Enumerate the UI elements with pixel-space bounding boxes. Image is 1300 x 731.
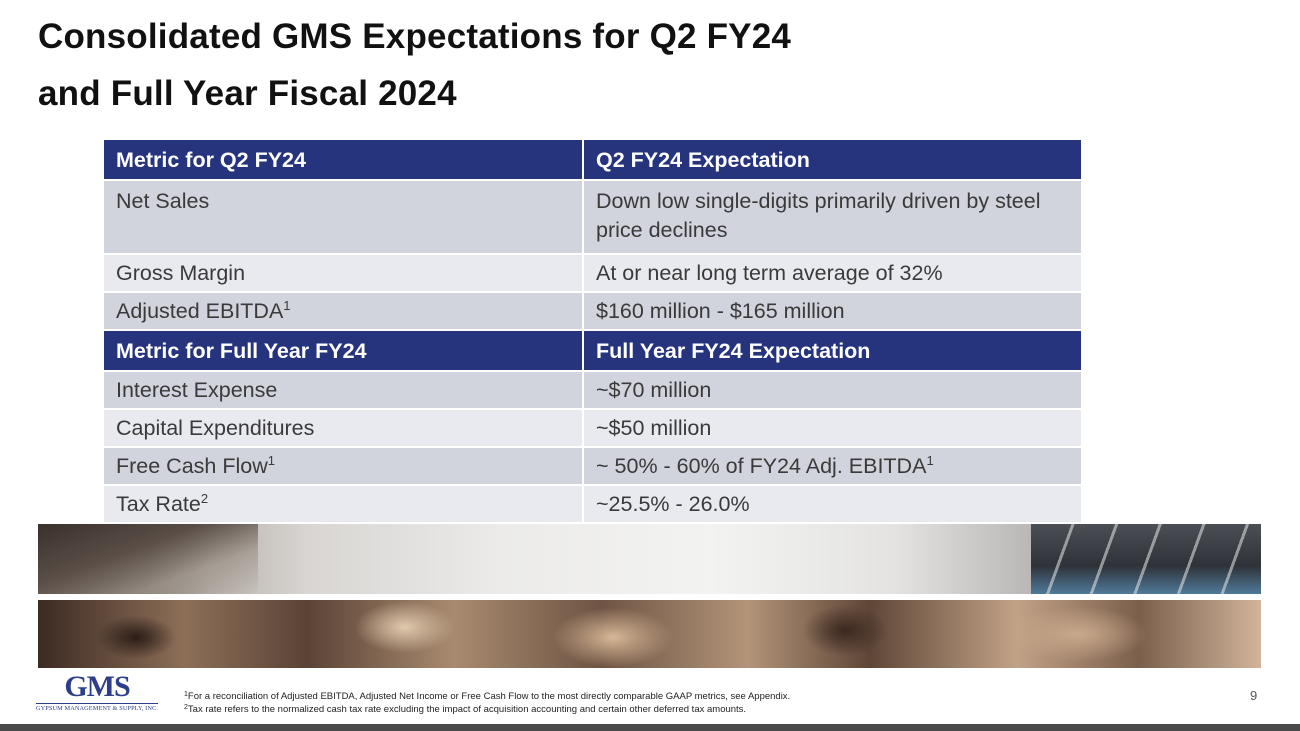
- footnote-2: 2Tax rate refers to the normalized cash …: [184, 703, 790, 716]
- slide-title: Consolidated GMS Expectations for Q2 FY2…: [38, 8, 791, 122]
- footnote-marker: 1: [926, 452, 934, 468]
- table-row: Free Cash Flow1 ~ 50% - 60% of FY24 Adj.…: [104, 448, 1081, 484]
- slide-title-line-2: and Full Year Fiscal 2024: [38, 74, 457, 113]
- bottom-bar: [0, 724, 1300, 731]
- metric-cell: Adjusted EBITDA1: [104, 293, 582, 329]
- metric-label: Tax Rate: [116, 491, 201, 516]
- expectation-value: ~$70 million: [596, 377, 712, 402]
- metric-label: Free Cash Flow: [116, 453, 268, 478]
- expectation-value: At or near long term average of 32%: [596, 260, 943, 285]
- fy-table-header: Metric for Full Year FY24 Full Year FY24…: [104, 331, 1081, 370]
- footnote-1: 1For a reconciliation of Adjusted EBITDA…: [184, 690, 790, 703]
- metric-cell: Interest Expense: [104, 372, 582, 408]
- metric-label: Net Sales: [116, 189, 210, 213]
- q2-header-expectation: Q2 FY24 Expectation: [582, 140, 1081, 179]
- table-row: Capital Expenditures ~$50 million: [104, 410, 1081, 446]
- gms-logo-mark: GMS: [64, 670, 130, 703]
- fy-header-metric: Metric for Full Year FY24: [104, 331, 582, 370]
- expectation-value: ~25.5% - 26.0%: [596, 491, 750, 516]
- metric-cell: Net Sales: [104, 181, 582, 253]
- gms-logo-tagline: GYPSUM MANAGEMENT & SUPPLY, INC.: [36, 703, 158, 712]
- fy-header-expectation: Full Year FY24 Expectation: [582, 331, 1081, 370]
- expectation-cell: ~$50 million: [582, 410, 1081, 446]
- expectation-value: $160 million - $165 million: [596, 298, 845, 323]
- table-row: Interest Expense ~$70 million: [104, 372, 1081, 408]
- table-row: Gross Margin At or near long term averag…: [104, 255, 1081, 291]
- footnote-text: For a reconciliation of Adjusted EBITDA,…: [187, 691, 791, 702]
- footnote-marker: 1: [267, 452, 275, 468]
- q2-table-header: Metric for Q2 FY24 Q2 FY24 Expectation: [104, 140, 1081, 179]
- expectation-cell: $160 million - $165 million: [582, 293, 1081, 329]
- metric-cell: Gross Margin: [104, 255, 582, 291]
- footnote-marker: 2: [184, 704, 188, 711]
- expectation-value: Down low single-digits primarily driven …: [596, 189, 1041, 242]
- slide-title-line-1: Consolidated GMS Expectations for Q2 FY2…: [38, 17, 792, 56]
- metric-label: Interest Expense: [116, 377, 278, 402]
- metric-cell: Capital Expenditures: [104, 410, 582, 446]
- ceiling-beam-detail: [38, 524, 258, 594]
- metric-cell: Tax Rate2: [104, 486, 582, 522]
- table-row: Tax Rate2 ~25.5% - 26.0%: [104, 486, 1081, 522]
- expectation-value: ~ 50% - 60% of FY24 Adj. EBITDA: [596, 453, 927, 478]
- expectation-cell: Down low single-digits primarily driven …: [582, 181, 1081, 253]
- table-row: Adjusted EBITDA1 $160 million - $165 mil…: [104, 293, 1081, 329]
- footnote-marker: 1: [283, 297, 291, 313]
- gms-logo: GMS GYPSUM MANAGEMENT & SUPPLY, INC.: [36, 672, 158, 712]
- table-row: Net Sales Down low single-digits primari…: [104, 181, 1081, 253]
- footnote-marker: 1: [184, 691, 188, 698]
- footnote-marker: 2: [200, 490, 209, 506]
- expectation-cell: ~25.5% - 26.0%: [582, 486, 1081, 522]
- screws-photo-banner: [38, 600, 1261, 668]
- page-number: 9: [1250, 688, 1258, 703]
- expectation-cell: ~ 50% - 60% of FY24 Adj. EBITDA1: [582, 448, 1081, 484]
- metric-label: Capital Expenditures: [116, 415, 315, 440]
- expectation-cell: ~$70 million: [582, 372, 1081, 408]
- footnote-text: Tax rate refers to the normalized cash t…: [187, 704, 747, 715]
- q2-header-metric: Metric for Q2 FY24: [104, 140, 582, 179]
- metric-label: Gross Margin: [116, 260, 246, 285]
- ceiling-tiles-detail: [1031, 524, 1261, 594]
- expectation-cell: At or near long term average of 32%: [582, 255, 1081, 291]
- footnotes: 1For a reconciliation of Adjusted EBITDA…: [184, 690, 790, 716]
- expectation-value: ~$50 million: [596, 415, 712, 440]
- expectations-table: Metric for Q2 FY24 Q2 FY24 Expectation N…: [104, 138, 1081, 524]
- metric-label: Adjusted EBITDA: [116, 298, 284, 323]
- metric-cell: Free Cash Flow1: [104, 448, 582, 484]
- ceiling-photo-banner: [38, 524, 1261, 594]
